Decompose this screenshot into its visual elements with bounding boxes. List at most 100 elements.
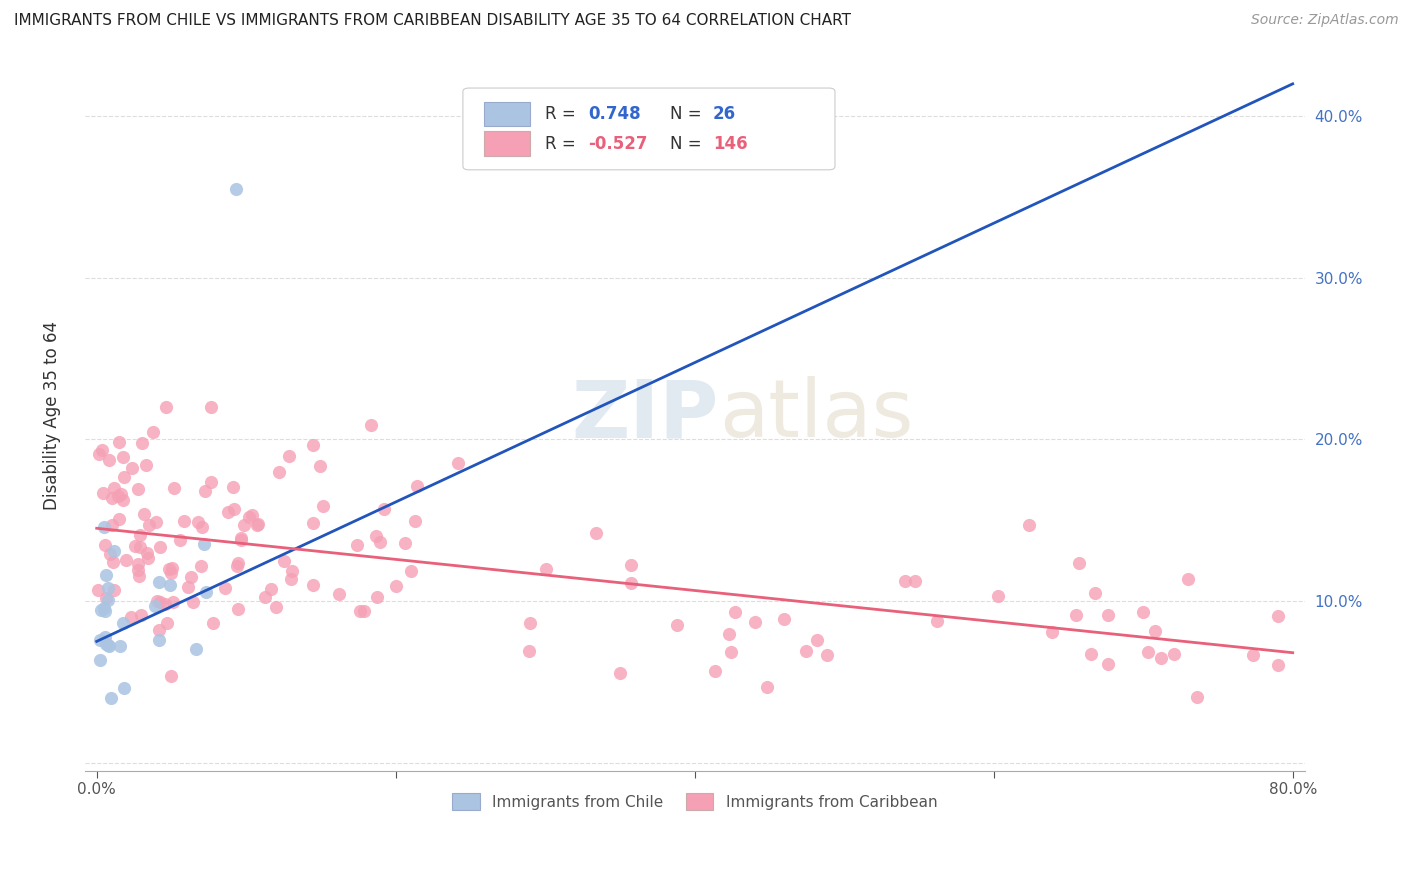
Point bbox=[160, 566, 183, 580]
Point bbox=[91, 442, 114, 457]
Point bbox=[404, 514, 426, 528]
Point bbox=[89, 633, 111, 648]
Point bbox=[127, 483, 149, 497]
Point bbox=[1018, 518, 1040, 533]
Point bbox=[193, 537, 215, 551]
Point bbox=[177, 580, 200, 594]
Point bbox=[128, 540, 150, 554]
Point bbox=[142, 425, 165, 440]
Point bbox=[280, 572, 302, 586]
Point bbox=[399, 564, 422, 578]
Text: 26: 26 bbox=[713, 104, 737, 122]
Point bbox=[138, 517, 160, 532]
Point bbox=[108, 434, 131, 449]
Point bbox=[269, 465, 291, 479]
Point bbox=[146, 594, 169, 608]
Point bbox=[128, 568, 150, 582]
Point bbox=[302, 516, 325, 530]
Point bbox=[1163, 647, 1185, 661]
Point bbox=[190, 520, 212, 534]
Point bbox=[264, 599, 287, 614]
Point bbox=[200, 475, 222, 490]
Point bbox=[720, 645, 742, 659]
Point bbox=[94, 567, 117, 582]
Point bbox=[160, 669, 183, 683]
Point bbox=[346, 538, 368, 552]
Point bbox=[132, 508, 155, 522]
Point bbox=[447, 456, 470, 470]
Point bbox=[129, 527, 152, 541]
Point bbox=[90, 603, 112, 617]
Point bbox=[259, 582, 281, 596]
Point bbox=[187, 515, 209, 529]
Point bbox=[1040, 624, 1063, 639]
Point bbox=[368, 534, 391, 549]
Point bbox=[353, 604, 375, 618]
Point bbox=[302, 438, 325, 452]
Point bbox=[277, 449, 299, 463]
Point bbox=[94, 591, 117, 606]
Point bbox=[222, 480, 245, 494]
Text: N =: N = bbox=[671, 135, 707, 153]
Point bbox=[87, 583, 110, 598]
Point bbox=[744, 615, 766, 630]
Point bbox=[214, 582, 236, 596]
Point bbox=[195, 585, 218, 599]
Point bbox=[1267, 657, 1289, 672]
Point bbox=[120, 610, 142, 624]
Point bbox=[1137, 645, 1160, 659]
Point bbox=[149, 595, 172, 609]
FancyBboxPatch shape bbox=[463, 88, 835, 169]
Point bbox=[717, 627, 740, 641]
Point bbox=[148, 623, 170, 637]
Point bbox=[149, 540, 172, 554]
Point bbox=[1267, 609, 1289, 624]
Point bbox=[806, 633, 828, 648]
Point bbox=[225, 182, 247, 196]
Point bbox=[1150, 651, 1173, 665]
Point bbox=[1084, 586, 1107, 600]
Point bbox=[794, 644, 817, 658]
Point bbox=[1064, 608, 1087, 623]
Point bbox=[112, 469, 135, 483]
Point bbox=[107, 489, 129, 503]
Point bbox=[181, 595, 204, 609]
Point bbox=[519, 615, 541, 630]
Point bbox=[620, 558, 643, 573]
Point bbox=[308, 458, 330, 473]
Point bbox=[385, 579, 408, 593]
Point bbox=[224, 502, 246, 516]
Point bbox=[159, 578, 181, 592]
Point bbox=[148, 574, 170, 589]
Point bbox=[1185, 690, 1208, 705]
Point bbox=[155, 615, 177, 630]
Point bbox=[201, 615, 224, 630]
Point bbox=[111, 450, 134, 464]
Point bbox=[110, 639, 132, 653]
Point bbox=[240, 508, 263, 523]
Point bbox=[620, 576, 643, 591]
Point bbox=[666, 618, 689, 632]
Point bbox=[93, 520, 115, 534]
Text: 0.748: 0.748 bbox=[589, 104, 641, 122]
Point bbox=[100, 690, 122, 705]
Point bbox=[1144, 624, 1167, 638]
Y-axis label: Disability Age 35 to 64: Disability Age 35 to 64 bbox=[44, 320, 60, 509]
Point bbox=[228, 556, 250, 570]
Text: atlas: atlas bbox=[718, 376, 914, 454]
Text: Source: ZipAtlas.com: Source: ZipAtlas.com bbox=[1251, 13, 1399, 28]
Point bbox=[1069, 556, 1091, 570]
Point bbox=[364, 529, 387, 543]
Point bbox=[98, 547, 121, 561]
Point bbox=[160, 561, 183, 575]
Point bbox=[394, 536, 416, 550]
Point bbox=[246, 517, 269, 532]
Point bbox=[129, 607, 152, 622]
Point bbox=[247, 516, 270, 531]
Point bbox=[162, 595, 184, 609]
Point bbox=[360, 417, 382, 432]
Point bbox=[894, 574, 917, 589]
Text: N =: N = bbox=[671, 104, 707, 122]
Point bbox=[136, 546, 159, 560]
Point bbox=[163, 481, 186, 495]
